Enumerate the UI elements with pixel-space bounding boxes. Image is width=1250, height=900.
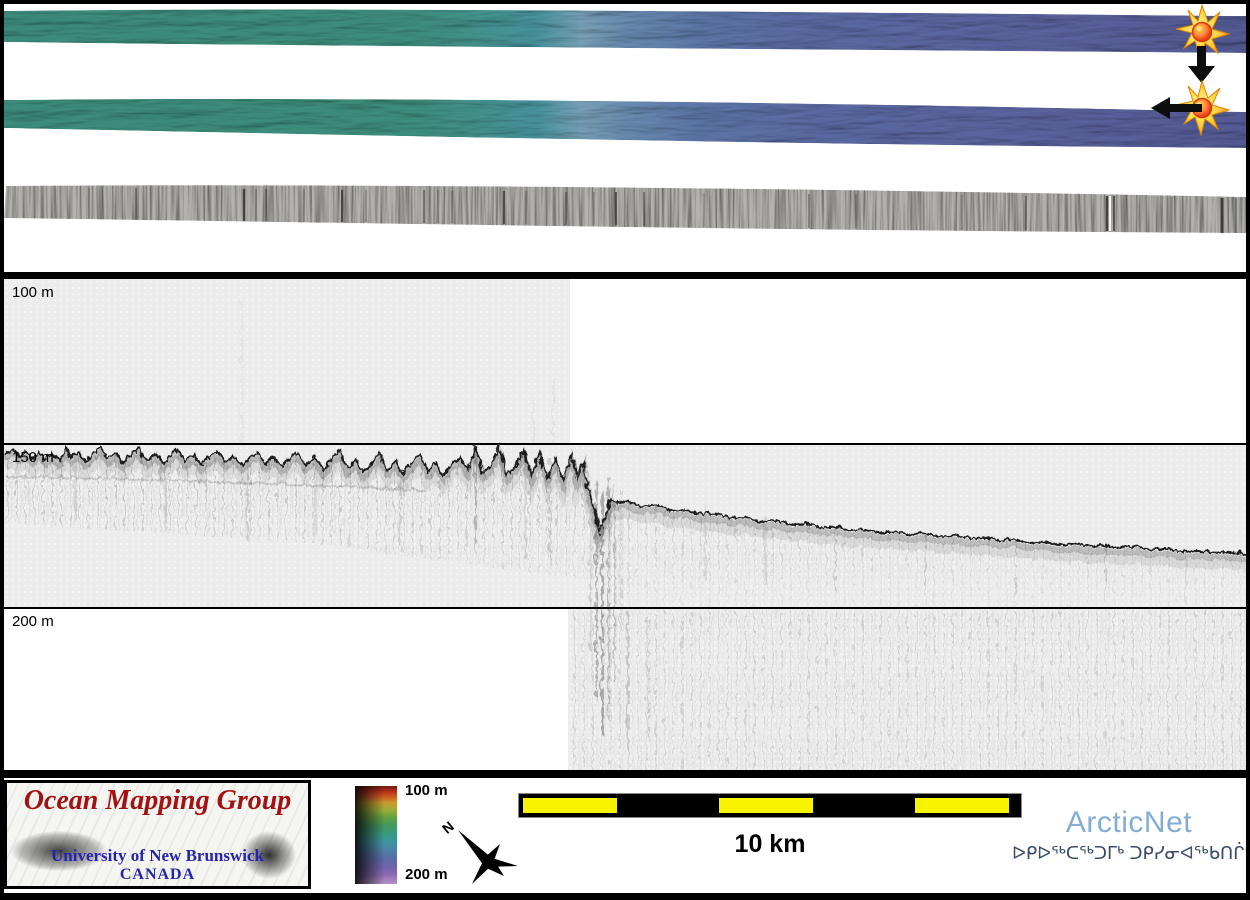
north-compass-icon: N bbox=[439, 818, 518, 884]
colorbar-bottom-label: 200 m bbox=[405, 866, 448, 883]
scale-bar-label: 10 km bbox=[734, 830, 806, 858]
omg-logo: Ocean Mapping Group University of New Br… bbox=[4, 780, 311, 889]
echogram-trace-graphics bbox=[4, 299, 1246, 770]
depth-label-100m: 100 m bbox=[12, 284, 54, 301]
multibeam-swath-1 bbox=[4, 9, 1246, 53]
arcticnet-wordmark: ArcticNet bbox=[1065, 806, 1193, 839]
swath-panel bbox=[4, 4, 1246, 272]
depth-label-200m: 200 m bbox=[12, 613, 54, 630]
subbottom-echogram: 100 m 150 m 200 m bbox=[4, 279, 1246, 770]
multibeam-swath-2 bbox=[4, 98, 1246, 148]
down-arrow-icon bbox=[1188, 46, 1215, 83]
unb-institution: University of New Brunswick bbox=[51, 846, 264, 865]
depth-label-150m: 150 m bbox=[12, 449, 54, 466]
sidescan-strip bbox=[4, 185, 1246, 233]
legend-footer: Ocean Mapping Group University of New Br… bbox=[4, 778, 1250, 893]
swath-graphics bbox=[4, 4, 1246, 233]
left-arrow-icon bbox=[1151, 97, 1202, 119]
north-label: N bbox=[439, 818, 457, 837]
arcticnet-block: ArcticNet ᐅᑭᐅᖅᑕᖅᑐᒥᒃ ᑐᑭᓯᓂᐊᖅᑲᑎᒌᑦ bbox=[1012, 806, 1250, 864]
panel-divider-top bbox=[0, 272, 1250, 279]
scale-bar bbox=[518, 793, 1022, 818]
scale-bar-segment bbox=[523, 798, 617, 813]
echogram-upper-window bbox=[4, 279, 570, 443]
country-label: CANADA bbox=[119, 866, 196, 883]
omg-title: Ocean Mapping Group bbox=[23, 785, 292, 816]
depth-color-scale bbox=[355, 786, 397, 884]
scale-bar-segment bbox=[915, 798, 1009, 813]
panel-divider-bottom bbox=[0, 770, 1250, 778]
seabed-trace bbox=[4, 299, 1246, 770]
scale-bar-segment bbox=[719, 798, 813, 813]
arcticnet-inuktitut: ᐅᑭᐅᖅᑕᖅᑐᒥᒃ ᑐᑭᓯᓂᐊᖅᑲᑎᒌᑦ bbox=[1012, 843, 1250, 863]
depth-gridline-150m bbox=[4, 443, 1246, 445]
colorbar-top-label: 100 m bbox=[405, 782, 448, 799]
